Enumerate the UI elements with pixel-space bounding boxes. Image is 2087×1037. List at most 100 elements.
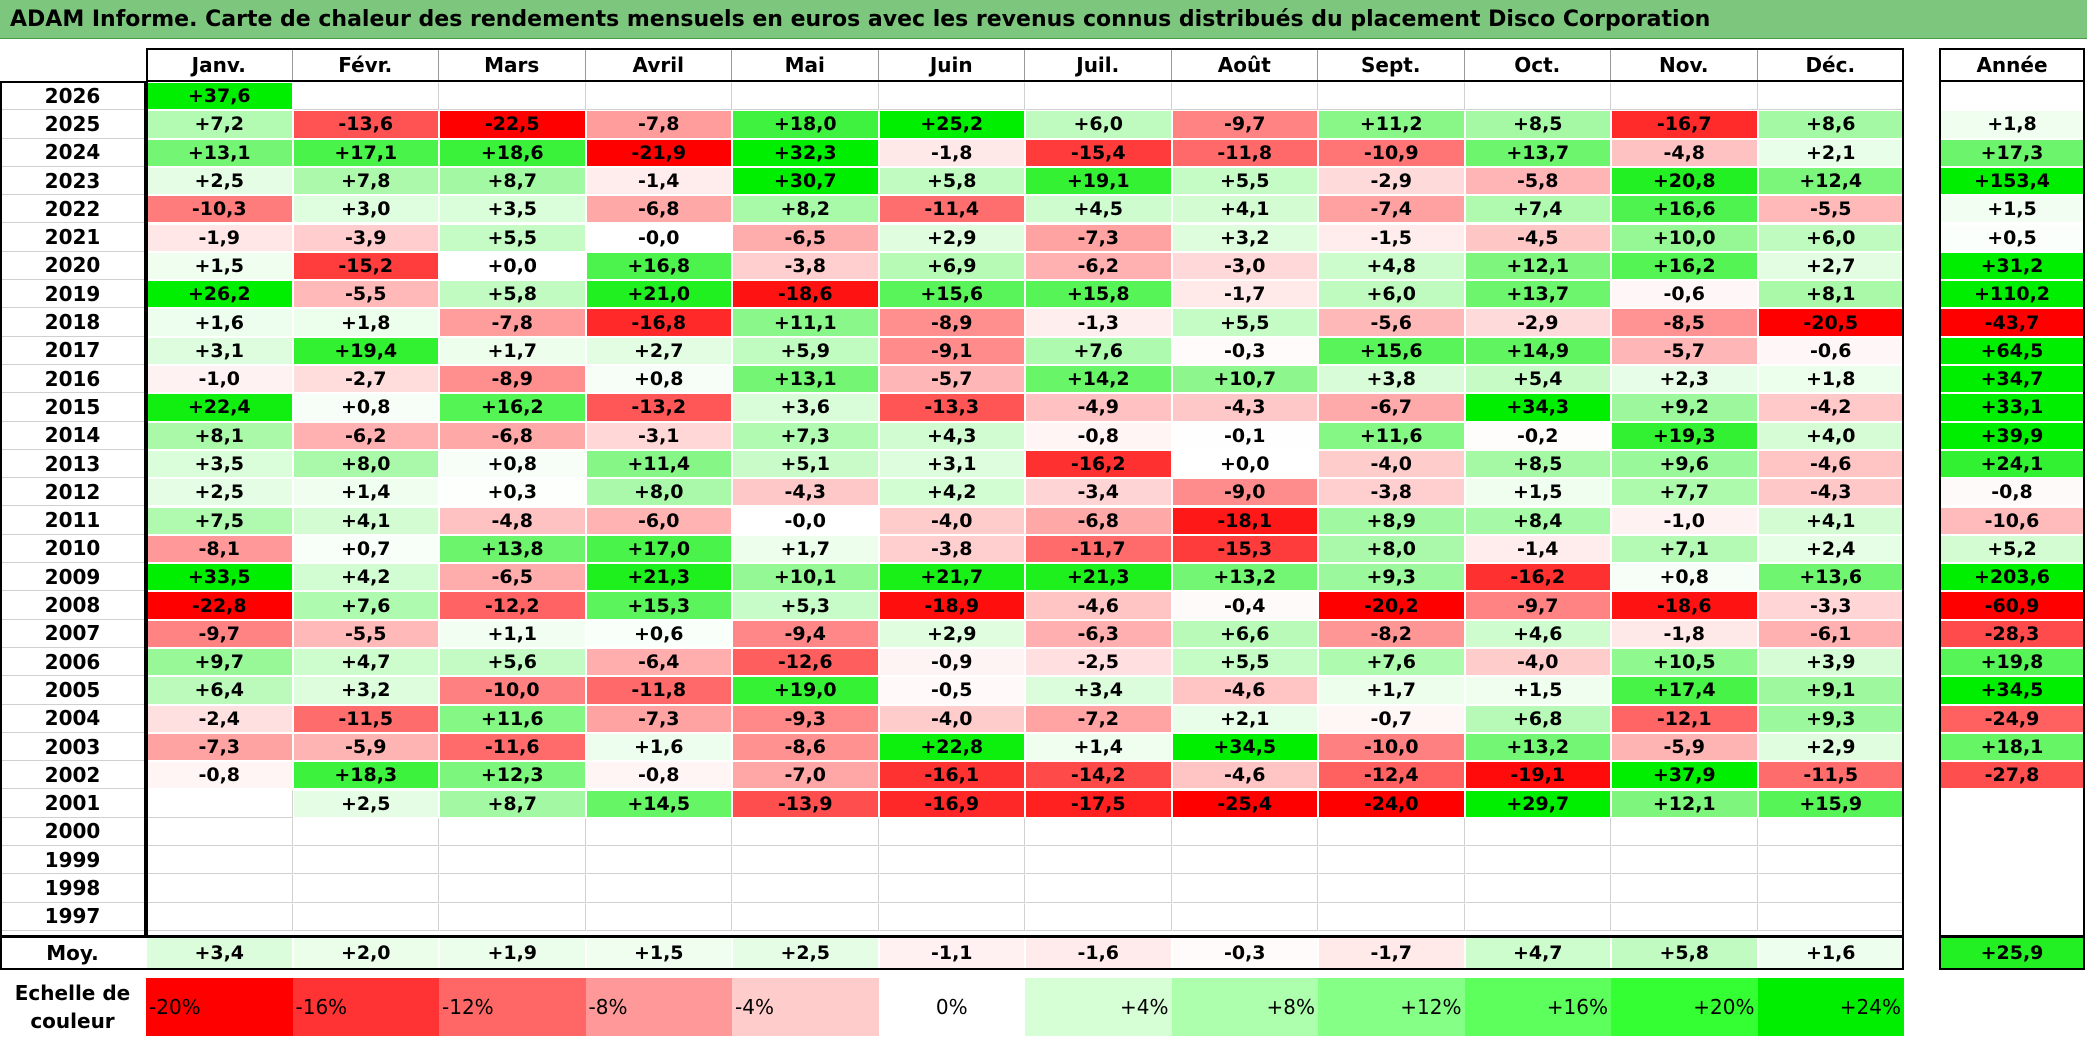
average-cell: -1,6 bbox=[1025, 936, 1172, 970]
month-header: Mars bbox=[439, 48, 586, 82]
heatmap-cell: +17,0 bbox=[585, 534, 732, 564]
heatmap-cell bbox=[1757, 902, 1904, 931]
heatmap-cell bbox=[585, 846, 732, 875]
heatmap-cell bbox=[292, 82, 439, 111]
month-header: Nov. bbox=[1611, 48, 1758, 82]
heatmap-cell: -13,2 bbox=[585, 393, 732, 422]
heatmap-cell: +11,6 bbox=[439, 704, 586, 733]
heatmap-cell: +10,7 bbox=[1171, 365, 1318, 394]
annual-cell bbox=[1939, 817, 2085, 847]
year-label: 2011 bbox=[0, 507, 145, 535]
heatmap-cell: -5,9 bbox=[292, 732, 439, 762]
heatmap-cell: -11,8 bbox=[1171, 138, 1318, 167]
annual-cell bbox=[1939, 846, 2085, 875]
year-label: 2025 bbox=[0, 110, 145, 139]
heatmap-cell: -4,2 bbox=[1757, 393, 1904, 422]
heatmap-cell: +8,2 bbox=[732, 195, 879, 224]
color-scale-step: +24% bbox=[1757, 978, 1904, 1036]
heatmap-cell: +9,6 bbox=[1611, 449, 1758, 479]
heatmap-cell: -4,3 bbox=[1757, 478, 1904, 507]
heatmap-cell: -0,8 bbox=[585, 761, 732, 790]
heatmap-cell: +2,3 bbox=[1611, 365, 1758, 394]
heatmap-cell: -4,0 bbox=[1464, 648, 1611, 677]
annual-cell: -60,9 bbox=[1939, 591, 2085, 620]
heatmap-cell: -7,3 bbox=[1025, 223, 1172, 252]
heatmap-cell: -10,0 bbox=[439, 676, 586, 705]
average-cell: +5,8 bbox=[1611, 936, 1758, 970]
heatmap-cell: -11,5 bbox=[292, 704, 439, 733]
heatmap-cell: -12,4 bbox=[1318, 761, 1465, 790]
heatmap-cell: +13,1 bbox=[732, 365, 879, 394]
heatmap-cell bbox=[439, 902, 586, 931]
heatmap-cell: -2,9 bbox=[1318, 166, 1465, 196]
heatmap-cell: -24,0 bbox=[1318, 789, 1465, 818]
heatmap-cell: +2,4 bbox=[1757, 534, 1904, 564]
color-scale-step: -12% bbox=[439, 978, 586, 1036]
heatmap-cell bbox=[1318, 817, 1465, 847]
heatmap-cell: -1,0 bbox=[146, 365, 293, 394]
heatmap-cell bbox=[292, 874, 439, 903]
heatmap-cell bbox=[1318, 902, 1465, 931]
annual-cell: +24,1 bbox=[1939, 449, 2085, 479]
heatmap-cell bbox=[878, 874, 1025, 903]
year-label: 2004 bbox=[0, 705, 145, 733]
annual-cell: +18,1 bbox=[1939, 732, 2085, 762]
heatmap-cell: -0,2 bbox=[1464, 421, 1611, 450]
annual-cell: +64,5 bbox=[1939, 336, 2085, 365]
heatmap-cell: +7,6 bbox=[292, 591, 439, 620]
heatmap-cell bbox=[1171, 817, 1318, 847]
heatmap-cell: +0,3 bbox=[439, 478, 586, 507]
heatmap-cell: +13,8 bbox=[439, 534, 586, 564]
heatmap-cell: +19,1 bbox=[1025, 166, 1172, 196]
heatmap-cell: -3,8 bbox=[1318, 478, 1465, 507]
heatmap-cell: -4,0 bbox=[1318, 449, 1465, 479]
heatmap-cell: -17,5 bbox=[1025, 789, 1172, 818]
average-annual-cell: +25,9 bbox=[1939, 936, 2085, 970]
heatmap-cell: +5,5 bbox=[439, 223, 586, 252]
heatmap-cell: -0,0 bbox=[732, 506, 879, 535]
heatmap-cell: -12,6 bbox=[732, 648, 879, 677]
year-label: 2024 bbox=[0, 139, 145, 167]
heatmap-cell: +15,6 bbox=[878, 280, 1025, 309]
heatmap-cell: -15,3 bbox=[1171, 534, 1318, 564]
heatmap-cell bbox=[1025, 874, 1172, 903]
heatmap-cell bbox=[146, 874, 293, 903]
year-label: 2006 bbox=[0, 648, 145, 677]
color-scale-step: -20% bbox=[146, 978, 293, 1036]
heatmap-cell: +4,2 bbox=[292, 563, 439, 592]
heatmap-cell: +8,6 bbox=[1757, 110, 1904, 139]
year-label: 2016 bbox=[0, 365, 145, 394]
heatmap-cell: +1,5 bbox=[1464, 478, 1611, 507]
color-scale-step: -4% bbox=[732, 978, 879, 1036]
heatmap-cell: +30,7 bbox=[732, 166, 879, 196]
color-scale-label: Echelle de couleur bbox=[14, 981, 131, 1033]
heatmap-cell: -6,7 bbox=[1318, 393, 1465, 422]
heatmap-cell: +0,8 bbox=[1611, 563, 1758, 592]
heatmap-cell: +2,1 bbox=[1171, 704, 1318, 733]
heatmap-cell bbox=[585, 817, 732, 847]
heatmap-cell: -4,0 bbox=[878, 704, 1025, 733]
heatmap-cell bbox=[1611, 82, 1758, 111]
heatmap-cell: +2,7 bbox=[585, 336, 732, 365]
heatmap-cell bbox=[878, 902, 1025, 931]
heatmap-cell: -5,8 bbox=[1464, 166, 1611, 196]
heatmap-cell: -12,2 bbox=[439, 591, 586, 620]
year-label: 2000 bbox=[0, 818, 145, 847]
heatmap-cell: +2,1 bbox=[1757, 138, 1904, 167]
heatmap-cell: +11,6 bbox=[1318, 421, 1465, 450]
heatmap-cell: -1,3 bbox=[1025, 308, 1172, 337]
heatmap-cell: -0,3 bbox=[1171, 336, 1318, 365]
annual-cell: -10,6 bbox=[1939, 506, 2085, 535]
annual-cell bbox=[1939, 82, 2085, 111]
heatmap-cell: -5,7 bbox=[878, 365, 1025, 394]
heatmap-cell: -9,4 bbox=[732, 619, 879, 648]
heatmap-cell: +9,1 bbox=[1757, 676, 1904, 705]
heatmap-cell: -9,7 bbox=[1171, 110, 1318, 139]
heatmap-cell: +15,6 bbox=[1318, 336, 1465, 365]
color-scale-step: +20% bbox=[1611, 978, 1758, 1036]
heatmap-cell: +29,7 bbox=[1464, 789, 1611, 818]
heatmap-cell: -18,6 bbox=[1611, 591, 1758, 620]
heatmap-cell: +16,2 bbox=[1611, 251, 1758, 281]
heatmap-cell: -16,9 bbox=[878, 789, 1025, 818]
year-label: 2008 bbox=[0, 591, 145, 620]
